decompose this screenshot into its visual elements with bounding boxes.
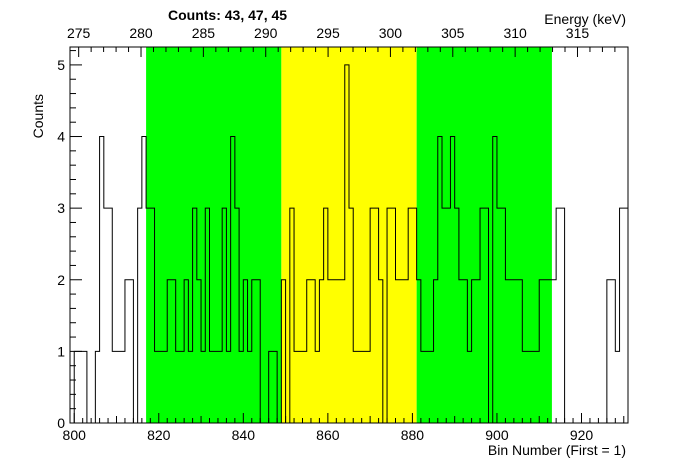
x-axis: 800 820 840 860 880 900 920 — [63, 413, 625, 443]
x-tick-label: 820 — [147, 427, 171, 443]
y-tick-label: 1 — [57, 343, 65, 359]
energy-axis: 275 280 285 290 295 300 305 310 315 — [67, 25, 616, 57]
energy-tick-label: 295 — [316, 25, 340, 41]
y-tick-label: 5 — [57, 57, 65, 73]
x-tick-label: 880 — [401, 427, 425, 443]
y-axis: 0 1 2 3 4 5 — [57, 50, 82, 431]
energy-tick-label: 285 — [192, 25, 216, 41]
region-band-0 — [146, 47, 282, 423]
energy-tick-label: 305 — [441, 25, 465, 41]
y-tick-label: 0 — [57, 415, 65, 431]
energy-tick-label: 315 — [566, 25, 590, 41]
x-tick-label: 800 — [63, 427, 87, 443]
y-tick-label: 3 — [57, 200, 65, 216]
energy-tick-label: 310 — [503, 25, 527, 41]
y-tick-label: 2 — [57, 272, 65, 288]
x-tick-label: 860 — [316, 427, 340, 443]
histogram-series — [70, 64, 628, 424]
x-axis-label: Bin Number (First = 1) — [488, 442, 626, 458]
energy-tick-label: 275 — [67, 25, 91, 41]
y-tick-label: 4 — [57, 129, 65, 145]
energy-tick-label: 280 — [129, 25, 153, 41]
x-tick-label: 920 — [570, 427, 594, 443]
plot-frame — [69, 46, 629, 424]
energy-axis-label: Energy (keV) — [544, 11, 626, 27]
energy-tick-label: 290 — [254, 25, 278, 41]
x-tick-label: 900 — [485, 427, 509, 443]
counts-title: Counts: 43, 47, 45 — [168, 7, 287, 23]
region-band-2 — [416, 47, 552, 423]
x-tick-label: 840 — [232, 427, 256, 443]
histogram-line — [70, 64, 628, 424]
energy-tick-label: 300 — [379, 25, 403, 41]
y-axis-label: Counts — [30, 94, 46, 138]
